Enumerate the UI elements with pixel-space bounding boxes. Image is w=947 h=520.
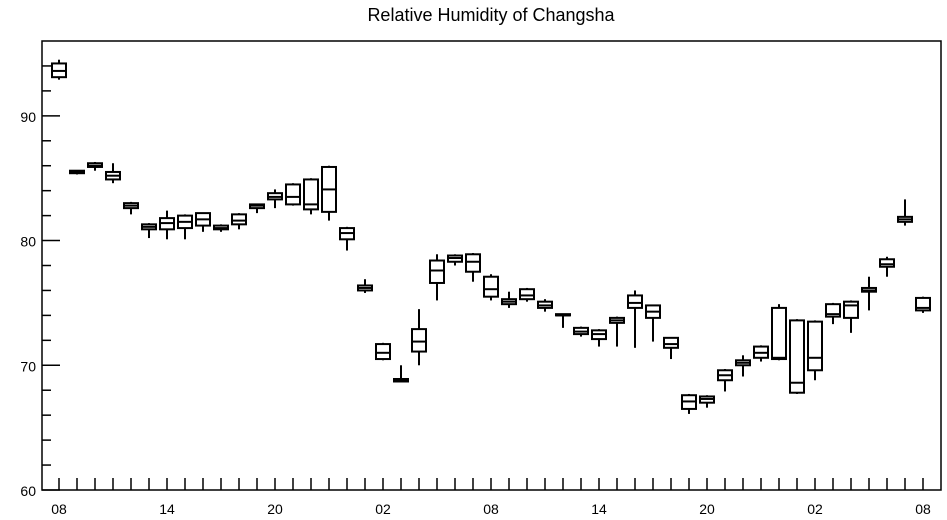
box-plot (357, 279, 373, 293)
box-plot (411, 309, 427, 366)
box-iqr (627, 294, 643, 309)
box-iqr (663, 336, 679, 349)
x-tick-label: 08 (483, 501, 499, 517)
box-plot (123, 201, 139, 215)
box-iqr (789, 319, 805, 394)
box-plot (591, 329, 607, 347)
y-tick-label: 60 (20, 483, 36, 499)
x-tick-label: 20 (699, 501, 715, 517)
box-series (51, 59, 931, 414)
box-plot (303, 178, 319, 215)
box-plot (195, 212, 211, 232)
box-plot (555, 313, 571, 328)
x-tick-label: 08 (915, 501, 931, 517)
y-tick-label: 90 (20, 109, 36, 125)
box-plot (645, 304, 661, 342)
box-iqr (375, 343, 391, 361)
x-tick-label: 02 (807, 501, 823, 517)
y-tick-label: 70 (20, 358, 36, 374)
box-plot (537, 299, 553, 312)
box-plot (573, 326, 589, 337)
box-plot (159, 210, 175, 240)
x-tick-label: 20 (267, 501, 283, 517)
box-plot (87, 161, 103, 171)
box-plot (699, 395, 715, 408)
box-iqr (483, 275, 499, 298)
box-iqr (915, 296, 931, 312)
x-axis: 08 14 20 02 08 14 20 02 08 (51, 478, 931, 517)
box-iqr (807, 320, 823, 372)
y-tick-label: 80 (20, 234, 36, 250)
box-plot (825, 302, 841, 325)
box-plot (213, 224, 229, 232)
box-iqr (519, 288, 535, 301)
box-plot (663, 336, 679, 360)
box-plot (753, 345, 769, 362)
x-tick-label: 14 (159, 501, 175, 517)
box-plot (249, 203, 265, 214)
box-iqr (843, 300, 859, 319)
box-plot (483, 274, 499, 301)
x-tick-label: 08 (51, 501, 67, 517)
x-tick-label: 02 (375, 501, 391, 517)
box-plot (321, 165, 337, 221)
box-plot (627, 290, 643, 348)
box-iqr (411, 328, 427, 353)
box-plot (717, 369, 733, 392)
box-plot (771, 304, 787, 361)
box-plot (285, 183, 301, 206)
box-iqr (429, 259, 445, 284)
box-plot (465, 253, 481, 282)
box-plot (609, 316, 625, 347)
box-plot (51, 59, 67, 80)
chart-title: Relative Humidity of Changsha (367, 5, 615, 25)
box-iqr (825, 303, 841, 318)
box-iqr (285, 183, 301, 206)
box-plot (231, 213, 247, 230)
box-plot (339, 226, 355, 251)
x-tick-label: 14 (591, 501, 607, 517)
box-iqr (303, 178, 319, 211)
box-plot (735, 355, 751, 377)
y-axis: 60 70 80 90 (20, 65, 60, 499)
box-plot (429, 254, 445, 301)
box-plot (807, 320, 823, 381)
box-plot (141, 223, 157, 239)
box-iqr (771, 306, 787, 361)
box-plot (393, 365, 409, 383)
box-iqr (465, 253, 481, 273)
box-plot (681, 393, 697, 414)
box-plot (447, 254, 463, 266)
box-plot (915, 296, 931, 313)
box-plot (267, 189, 283, 209)
box-plot (897, 199, 913, 226)
box-plot (501, 291, 517, 308)
box-plot (69, 169, 85, 175)
box-plot (375, 342, 391, 361)
plot-frame (41, 40, 942, 491)
box-iqr (231, 213, 247, 226)
box-plot (843, 300, 859, 333)
box-plot (519, 287, 535, 302)
box-plot (177, 214, 193, 240)
box-iqr (879, 258, 895, 268)
box-plot (105, 163, 121, 184)
box-plot (879, 256, 895, 277)
box-plot (861, 276, 877, 311)
box-plot (789, 319, 805, 394)
